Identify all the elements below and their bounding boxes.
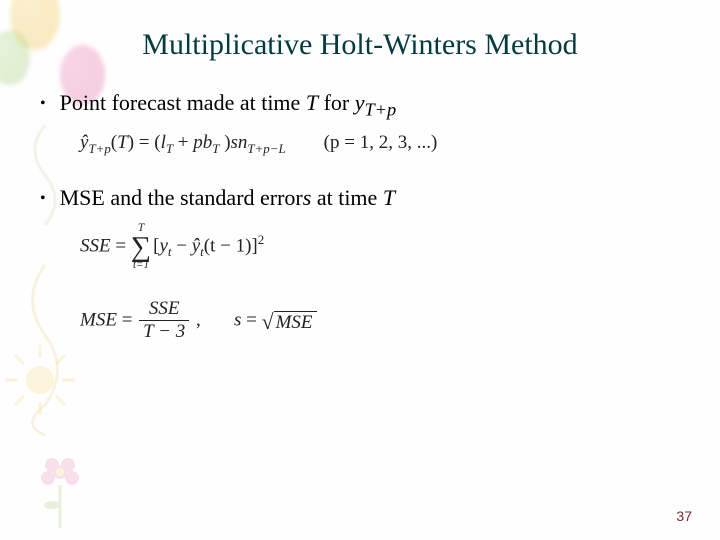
eq2-minus: − xyxy=(172,236,192,257)
eq1-ysub: T+p xyxy=(88,141,110,156)
b1-prefix: Point forecast made at time xyxy=(60,90,306,115)
eq3-eq2: = xyxy=(241,310,261,331)
bullet-marker-2: • xyxy=(40,190,46,208)
bullet-1-text: Point forecast made at time T for yT+p xyxy=(60,90,397,120)
eq3-den: T − 3 xyxy=(139,321,189,344)
eq1-snsub: T+p−L xyxy=(247,141,285,156)
eq2-sq: 2 xyxy=(258,232,264,247)
b2-prefix: MSE and the standard error xyxy=(60,185,303,210)
eq2-arg: (t − 1) xyxy=(204,236,252,257)
equation-mse: MSE = SSET − 3 , s = √MSE xyxy=(80,299,680,344)
eq2-yh: ŷ xyxy=(192,236,200,257)
bullet-2: • MSE and the standard errors at time T xyxy=(40,185,680,211)
eq1-b: b xyxy=(203,132,213,153)
eq2-eq: = xyxy=(111,236,131,257)
eq2-y: y xyxy=(159,236,167,257)
bullet-marker: • xyxy=(40,95,46,113)
page-number: 37 xyxy=(676,508,692,524)
slide-title: Multiplicative Holt-Winters Method xyxy=(0,28,720,62)
eq2-sigma: T∑t=1 xyxy=(131,223,151,271)
eq3-radicand: MSE xyxy=(274,311,317,334)
bg-flower-icon xyxy=(30,450,90,530)
eq1-rp: ) xyxy=(219,132,230,153)
eq1-T: T xyxy=(117,132,128,153)
b2-mid: at time xyxy=(311,185,382,210)
equation-forecast: ŷT+p(T) = (lT + pbT )snT+p−L (p = 1, 2, … xyxy=(80,132,680,157)
b1-T: T xyxy=(306,90,318,115)
eq2-sumsym: ∑ xyxy=(131,235,151,261)
b1-sub: T+p xyxy=(364,99,396,119)
eq1-p: p xyxy=(193,132,203,153)
slide-body: • Point forecast made at time T for yT+p… xyxy=(40,90,680,372)
eq3-frac: SSET − 3 xyxy=(139,299,189,344)
eq3-mse: MSE xyxy=(80,310,117,331)
eq3-comma: , xyxy=(191,310,201,331)
bullet-1: • Point forecast made at time T for yT+p xyxy=(40,90,680,120)
b2-T: T xyxy=(383,185,395,210)
eq1-plus: + xyxy=(173,132,193,153)
bullet-2-text: MSE and the standard errors at time T xyxy=(60,185,395,211)
eq1-domain: (p = 1, 2, 3, ...) xyxy=(324,132,438,153)
eq2-sse: SSE xyxy=(80,236,111,257)
eq3-num: SSE xyxy=(139,299,189,321)
eq1-sn: sn xyxy=(231,132,248,153)
equation-sse: SSE = T∑t=1[yt − ŷt(t − 1)]2 xyxy=(80,223,680,271)
b1-mid: for xyxy=(318,90,355,115)
eq3-sqrt: √MSE xyxy=(262,309,317,334)
eq3-rad: √ xyxy=(262,310,274,334)
eq3-eq1: = xyxy=(117,310,137,331)
eq2-sumbot: t=1 xyxy=(131,260,151,271)
eq1-lsub: T xyxy=(166,141,173,156)
eq1-eq: = ( xyxy=(134,132,161,153)
